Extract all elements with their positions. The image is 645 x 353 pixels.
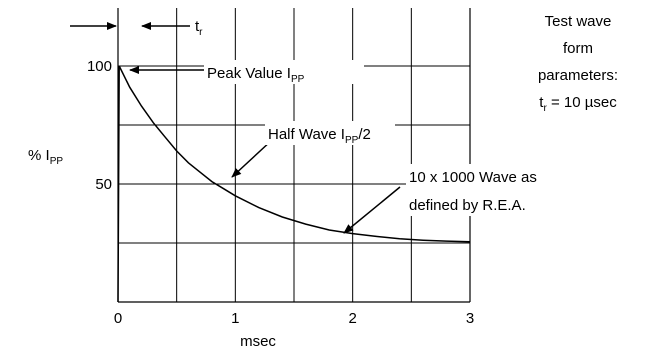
rea-label-line1: 10 x 1000 Wave as <box>409 169 537 186</box>
rise-time-label: tr <box>195 18 203 38</box>
half-wave-label-tail: /2 <box>358 126 371 143</box>
y-axis-label-main: % I <box>28 147 50 164</box>
half-wave-label: Half Wave IPP/2 <box>268 126 371 146</box>
half-wave-label-main: Half Wave I <box>268 126 345 143</box>
waveform-curve <box>117 65 471 303</box>
half-wave-annotation: Half Wave IPP/2 <box>231 121 395 178</box>
params-line-2: form <box>563 40 593 57</box>
params-line-3: parameters: <box>538 67 618 84</box>
y-axis-label: % IPP <box>28 147 63 167</box>
rise-time-label-main: t <box>195 18 200 35</box>
rise-time-label-sub: r <box>199 27 203 38</box>
params-line-1: Test wave <box>545 13 612 30</box>
peak-label-sub: PP <box>291 74 305 85</box>
x-tick-label-2: 2 <box>348 310 356 327</box>
y-tick-label-50: 50 <box>95 176 112 193</box>
rise-time-indicator: tr <box>70 18 203 38</box>
half-wave-label-sub: PP <box>345 135 359 146</box>
y-tick-label-100: 100 <box>87 58 112 75</box>
peak-label: Peak Value IPP <box>207 65 305 85</box>
rea-arrow <box>343 186 401 234</box>
peak-annotation: Peak Value IPP <box>129 60 364 85</box>
tick-labels: 0 1 2 3 50 100 <box>87 58 474 327</box>
peak-label-bg <box>204 60 364 84</box>
y-axis-label-sub: PP <box>50 156 64 167</box>
peak-label-main: Peak Value I <box>207 65 291 82</box>
plot-grid <box>117 8 471 303</box>
x-tick-label-0: 0 <box>114 310 122 327</box>
params-line-4-a: t <box>539 94 544 111</box>
x-tick-label-1: 1 <box>231 310 239 327</box>
x-axis-label: msec <box>240 333 276 350</box>
half-wave-arrow <box>231 139 273 178</box>
rea-label-bg <box>406 164 606 216</box>
rea-annotation: 10 x 1000 Wave as defined by R.E.A. <box>343 164 606 234</box>
test-parameters: Test wave form parameters: tr = 10 µsec <box>538 13 618 114</box>
half-wave-label-bg <box>265 121 395 145</box>
rea-label-line2: defined by R.E.A. <box>409 197 526 214</box>
params-line-4: tr = 10 µsec <box>539 94 617 114</box>
x-tick-label-3: 3 <box>466 310 474 327</box>
params-line-4-b: = 10 µsec <box>547 94 617 111</box>
params-line-4-sub: r <box>543 103 547 114</box>
